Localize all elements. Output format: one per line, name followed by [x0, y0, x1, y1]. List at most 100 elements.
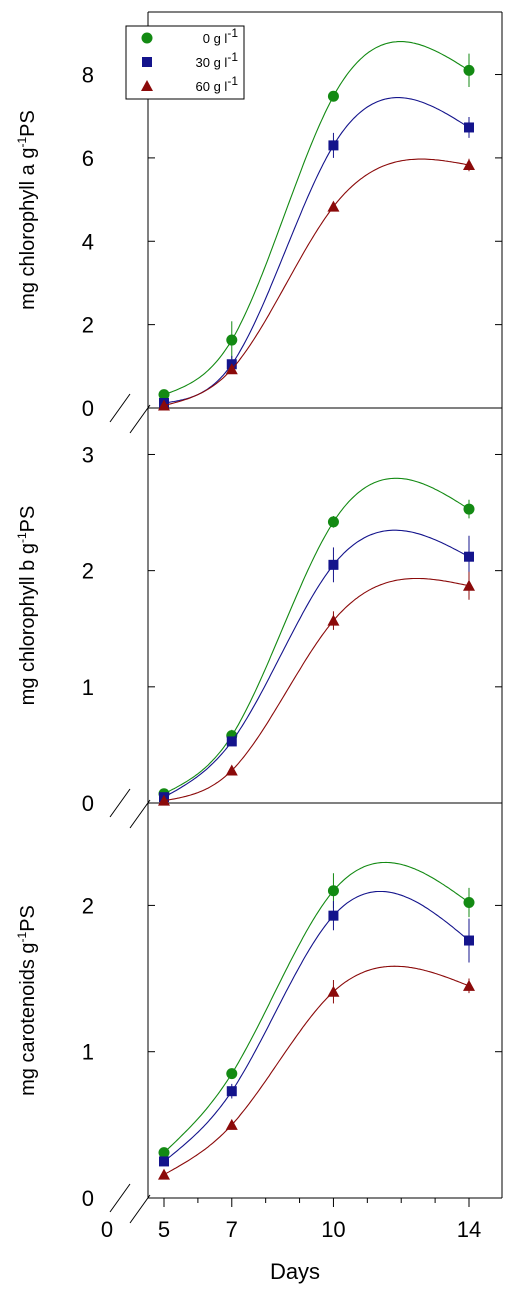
- series-0: [158, 861, 475, 1159]
- legend-item: 60 g l-1: [141, 74, 238, 94]
- y-tick-label: 0: [82, 791, 94, 816]
- data-point: [464, 935, 474, 946]
- data-point: [226, 1068, 238, 1080]
- data-point: [463, 158, 475, 170]
- series-line: [163, 477, 470, 795]
- legend-item: 0 g l-1: [141, 26, 239, 46]
- x-tick-label: 10: [321, 1217, 345, 1242]
- axis-break-mark: [109, 1183, 131, 1213]
- data-point: [463, 979, 475, 991]
- y-tick-label: 2: [82, 893, 94, 918]
- x-tick-label: 7: [226, 1217, 238, 1242]
- x-tick-label: 0: [101, 1217, 113, 1242]
- y-axis-label-suffix: PS: [17, 110, 39, 137]
- series-line: [163, 577, 470, 802]
- series-line: [163, 965, 470, 1176]
- x-axis-label: Days: [270, 1259, 320, 1284]
- chart-panel-middle: 0 1 2 3 mg chlorophyll b g-1PS: [15, 442, 502, 829]
- y-axis-label-suffix: PS: [17, 506, 39, 533]
- data-point: [463, 579, 475, 591]
- y-tick-label: 3: [82, 442, 94, 467]
- legend-label: 30 g l-1: [196, 50, 239, 70]
- data-point: [327, 90, 339, 102]
- legend-marker: [141, 32, 153, 44]
- data-point: [158, 1147, 170, 1159]
- data-point: [463, 503, 475, 515]
- series-2: [158, 571, 475, 806]
- legend-label-main: 0 g l: [203, 31, 228, 46]
- series-2: [158, 965, 475, 1180]
- data-point: [225, 363, 238, 375]
- chart-panel-bottom: 0 1 2 mg carotenoids g-1PS: [15, 861, 502, 1224]
- y-tick-label: 1: [82, 675, 94, 700]
- legend-label: 60 g l-1: [196, 74, 239, 94]
- data-point: [327, 614, 340, 626]
- y-axis-label-sup: -1: [15, 137, 29, 148]
- data-point: [463, 64, 475, 76]
- series-line: [163, 41, 470, 396]
- y-tick-label: 8: [82, 63, 94, 88]
- data-point: [158, 1168, 170, 1180]
- data-point: [225, 764, 238, 776]
- series-line: [163, 529, 470, 798]
- legend-label-sup: -1: [227, 50, 238, 64]
- axis-break-mark: [109, 393, 131, 423]
- series-line: [163, 861, 470, 1154]
- y-axis-label-sup: -1: [15, 931, 29, 942]
- series-0: [158, 41, 475, 401]
- data-point: [328, 910, 339, 921]
- y-axis-label-suffix: PS: [17, 905, 39, 932]
- legend-label-sup: -1: [227, 26, 238, 40]
- y-axis-label: mg chlorophyll b g-1PS: [15, 506, 39, 706]
- y-axis-label-sup: -1: [15, 532, 29, 543]
- y-axis-label-main: mg carotenoids g: [17, 942, 39, 1095]
- legend-label: 0 g l-1: [203, 26, 239, 46]
- data-point: [158, 794, 170, 806]
- series-1: [159, 97, 474, 408]
- data-point: [158, 399, 170, 411]
- data-point: [328, 559, 339, 570]
- data-point: [464, 551, 474, 562]
- axis-break-mark: [129, 404, 151, 434]
- data-point: [327, 200, 340, 212]
- data-point: [328, 140, 339, 151]
- y-axis-label-main: mg chlorophyll b g: [17, 543, 39, 705]
- axis-break-mark: [129, 1194, 151, 1224]
- data-point: [327, 516, 339, 528]
- series-line: [163, 158, 470, 407]
- legend-label-main: 30 g l: [196, 55, 228, 70]
- legend-marker: [141, 80, 153, 91]
- data-point: [159, 1156, 169, 1167]
- series-line: [163, 890, 470, 1162]
- chart-legend: 0 g l-130 g l-160 g l-1: [125, 25, 245, 100]
- series-2: [158, 158, 475, 411]
- y-tick-label: 1: [82, 1040, 94, 1065]
- y-tick-label: 2: [82, 313, 94, 338]
- x-axis: 0 5 7 10 14 Days: [101, 1198, 481, 1284]
- series-0: [158, 477, 475, 800]
- legend-label-sup: -1: [227, 74, 238, 88]
- data-point: [225, 1118, 238, 1130]
- series-1: [159, 890, 474, 1167]
- y-tick-label: 4: [82, 229, 94, 254]
- y-tick-label: 0: [82, 396, 94, 421]
- axis-break-mark: [109, 788, 131, 818]
- data-point: [463, 896, 475, 908]
- data-point: [327, 985, 340, 997]
- data-point: [226, 334, 238, 346]
- series-1: [159, 529, 474, 803]
- data-point: [226, 1086, 237, 1097]
- data-point: [158, 389, 170, 401]
- y-tick-label: 0: [82, 1186, 94, 1211]
- legend-label-main: 60 g l: [196, 79, 228, 94]
- y-tick-label: 6: [82, 146, 94, 171]
- axis-break-mark: [129, 799, 151, 829]
- x-tick-label: 5: [158, 1217, 170, 1242]
- data-point: [327, 885, 339, 897]
- series-line: [163, 97, 470, 404]
- data-point: [464, 122, 474, 133]
- x-tick-label: 14: [457, 1217, 481, 1242]
